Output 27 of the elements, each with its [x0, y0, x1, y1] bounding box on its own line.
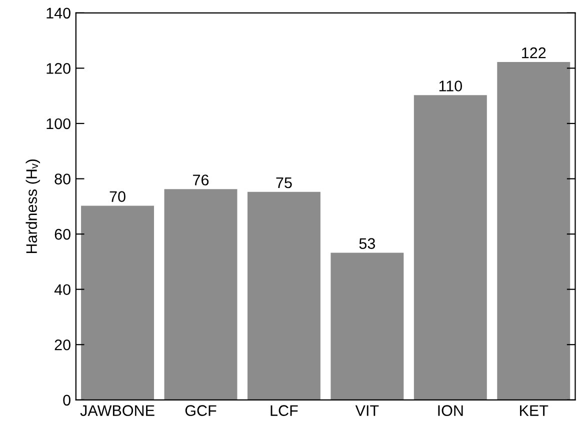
- bar: [81, 206, 154, 400]
- x-tick-label: ION: [438, 405, 463, 416]
- y-tick-label: 40: [54, 284, 70, 296]
- y-tick-label: 60: [54, 228, 70, 240]
- bar: [247, 192, 320, 400]
- y-tick-label: 0: [63, 394, 70, 406]
- bar: [414, 95, 487, 400]
- y-tick-label: 120: [46, 63, 70, 74]
- x-tick-label: GCF: [185, 405, 216, 416]
- data-label: 122: [522, 47, 546, 58]
- x-tick-label: VIT: [355, 405, 379, 416]
- y-tick-label: 20: [54, 339, 70, 350]
- bar: [497, 62, 570, 400]
- y-tick-label: 80: [54, 174, 70, 184]
- bar: [164, 189, 238, 400]
- data-label: 110: [439, 80, 462, 92]
- x-tick-label: JAWBONE: [80, 405, 154, 416]
- data-label: 76: [193, 174, 209, 186]
- x-tick-label: LCF: [270, 405, 298, 416]
- x-tick-label: KET: [520, 405, 548, 416]
- data-label: 53: [359, 238, 376, 249]
- bar: [330, 252, 404, 400]
- data-label: 70: [110, 191, 126, 202]
- data-label: 75: [276, 178, 292, 188]
- y-axis-title: Hardness (Hᵥ): [26, 159, 40, 254]
- y-tick-label: 140: [46, 8, 70, 19]
- y-tick-label: 100: [46, 118, 70, 130]
